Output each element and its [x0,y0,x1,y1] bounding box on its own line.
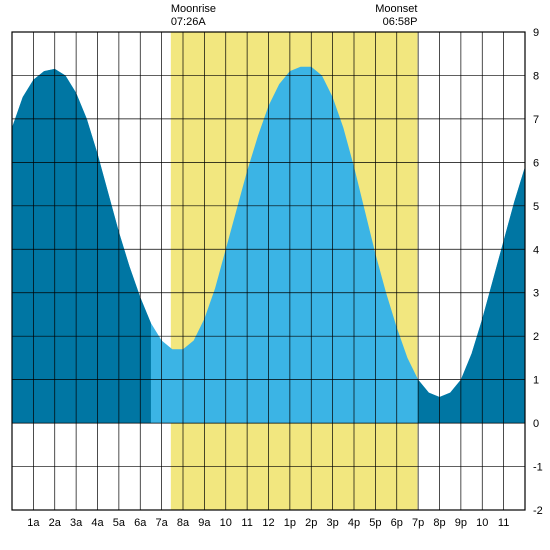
x-tick-label: 4a [91,517,104,529]
y-tick-label: 4 [533,244,539,256]
x-tick-label: 6p [391,517,403,529]
y-tick-label: 8 [533,70,539,82]
moonset-time: 06:58P [383,16,418,28]
x-tick-label: 8a [177,517,190,529]
y-tick-label: 2 [533,331,539,343]
y-tick-label: 0 [533,418,539,430]
x-tick-label: 1p [284,517,296,529]
y-tick-label: 1 [533,375,539,387]
x-tick-label: 5a [113,517,126,529]
tide-chart: -2-101234567891a2a3a4a5a6a7a8a9a1011121p… [0,0,550,550]
tide-area-dark-morning [12,69,151,423]
y-tick-label: -2 [533,505,543,517]
x-tick-label: 12 [262,517,274,529]
x-tick-label: 2a [49,517,62,529]
x-tick-label: 2p [305,517,317,529]
x-tick-label: 5p [369,517,381,529]
x-tick-label: 11 [241,517,252,529]
y-tick-label: 7 [533,114,539,126]
chart-svg: -2-101234567891a2a3a4a5a6a7a8a9a1011121p… [0,0,550,550]
x-tick-label: 10 [220,517,232,529]
x-tick-label: 3p [327,517,339,529]
x-tick-label: 11 [498,517,509,529]
moonrise-label: Moonrise [171,3,216,15]
moonset-label: Moonset [375,3,417,15]
x-tick-label: 3a [70,517,83,529]
tide-area-dark-evening [418,167,525,423]
y-tick-label: 3 [533,288,539,300]
x-tick-label: 1a [27,517,40,529]
y-tick-label: 6 [533,157,539,169]
y-tick-label: -1 [533,462,543,474]
x-tick-label: 9p [455,517,467,529]
moonrise-time: 07:26A [171,16,207,28]
x-tick-label: 7a [156,517,169,529]
x-tick-label: 7p [412,517,424,529]
x-tick-label: 6a [134,517,147,529]
y-tick-label: 9 [533,27,539,39]
y-tick-label: 5 [533,201,539,213]
x-tick-label: 4p [348,517,360,529]
x-tick-label: 10 [476,517,488,529]
x-tick-label: 8p [433,517,445,529]
x-tick-label: 9a [198,517,211,529]
